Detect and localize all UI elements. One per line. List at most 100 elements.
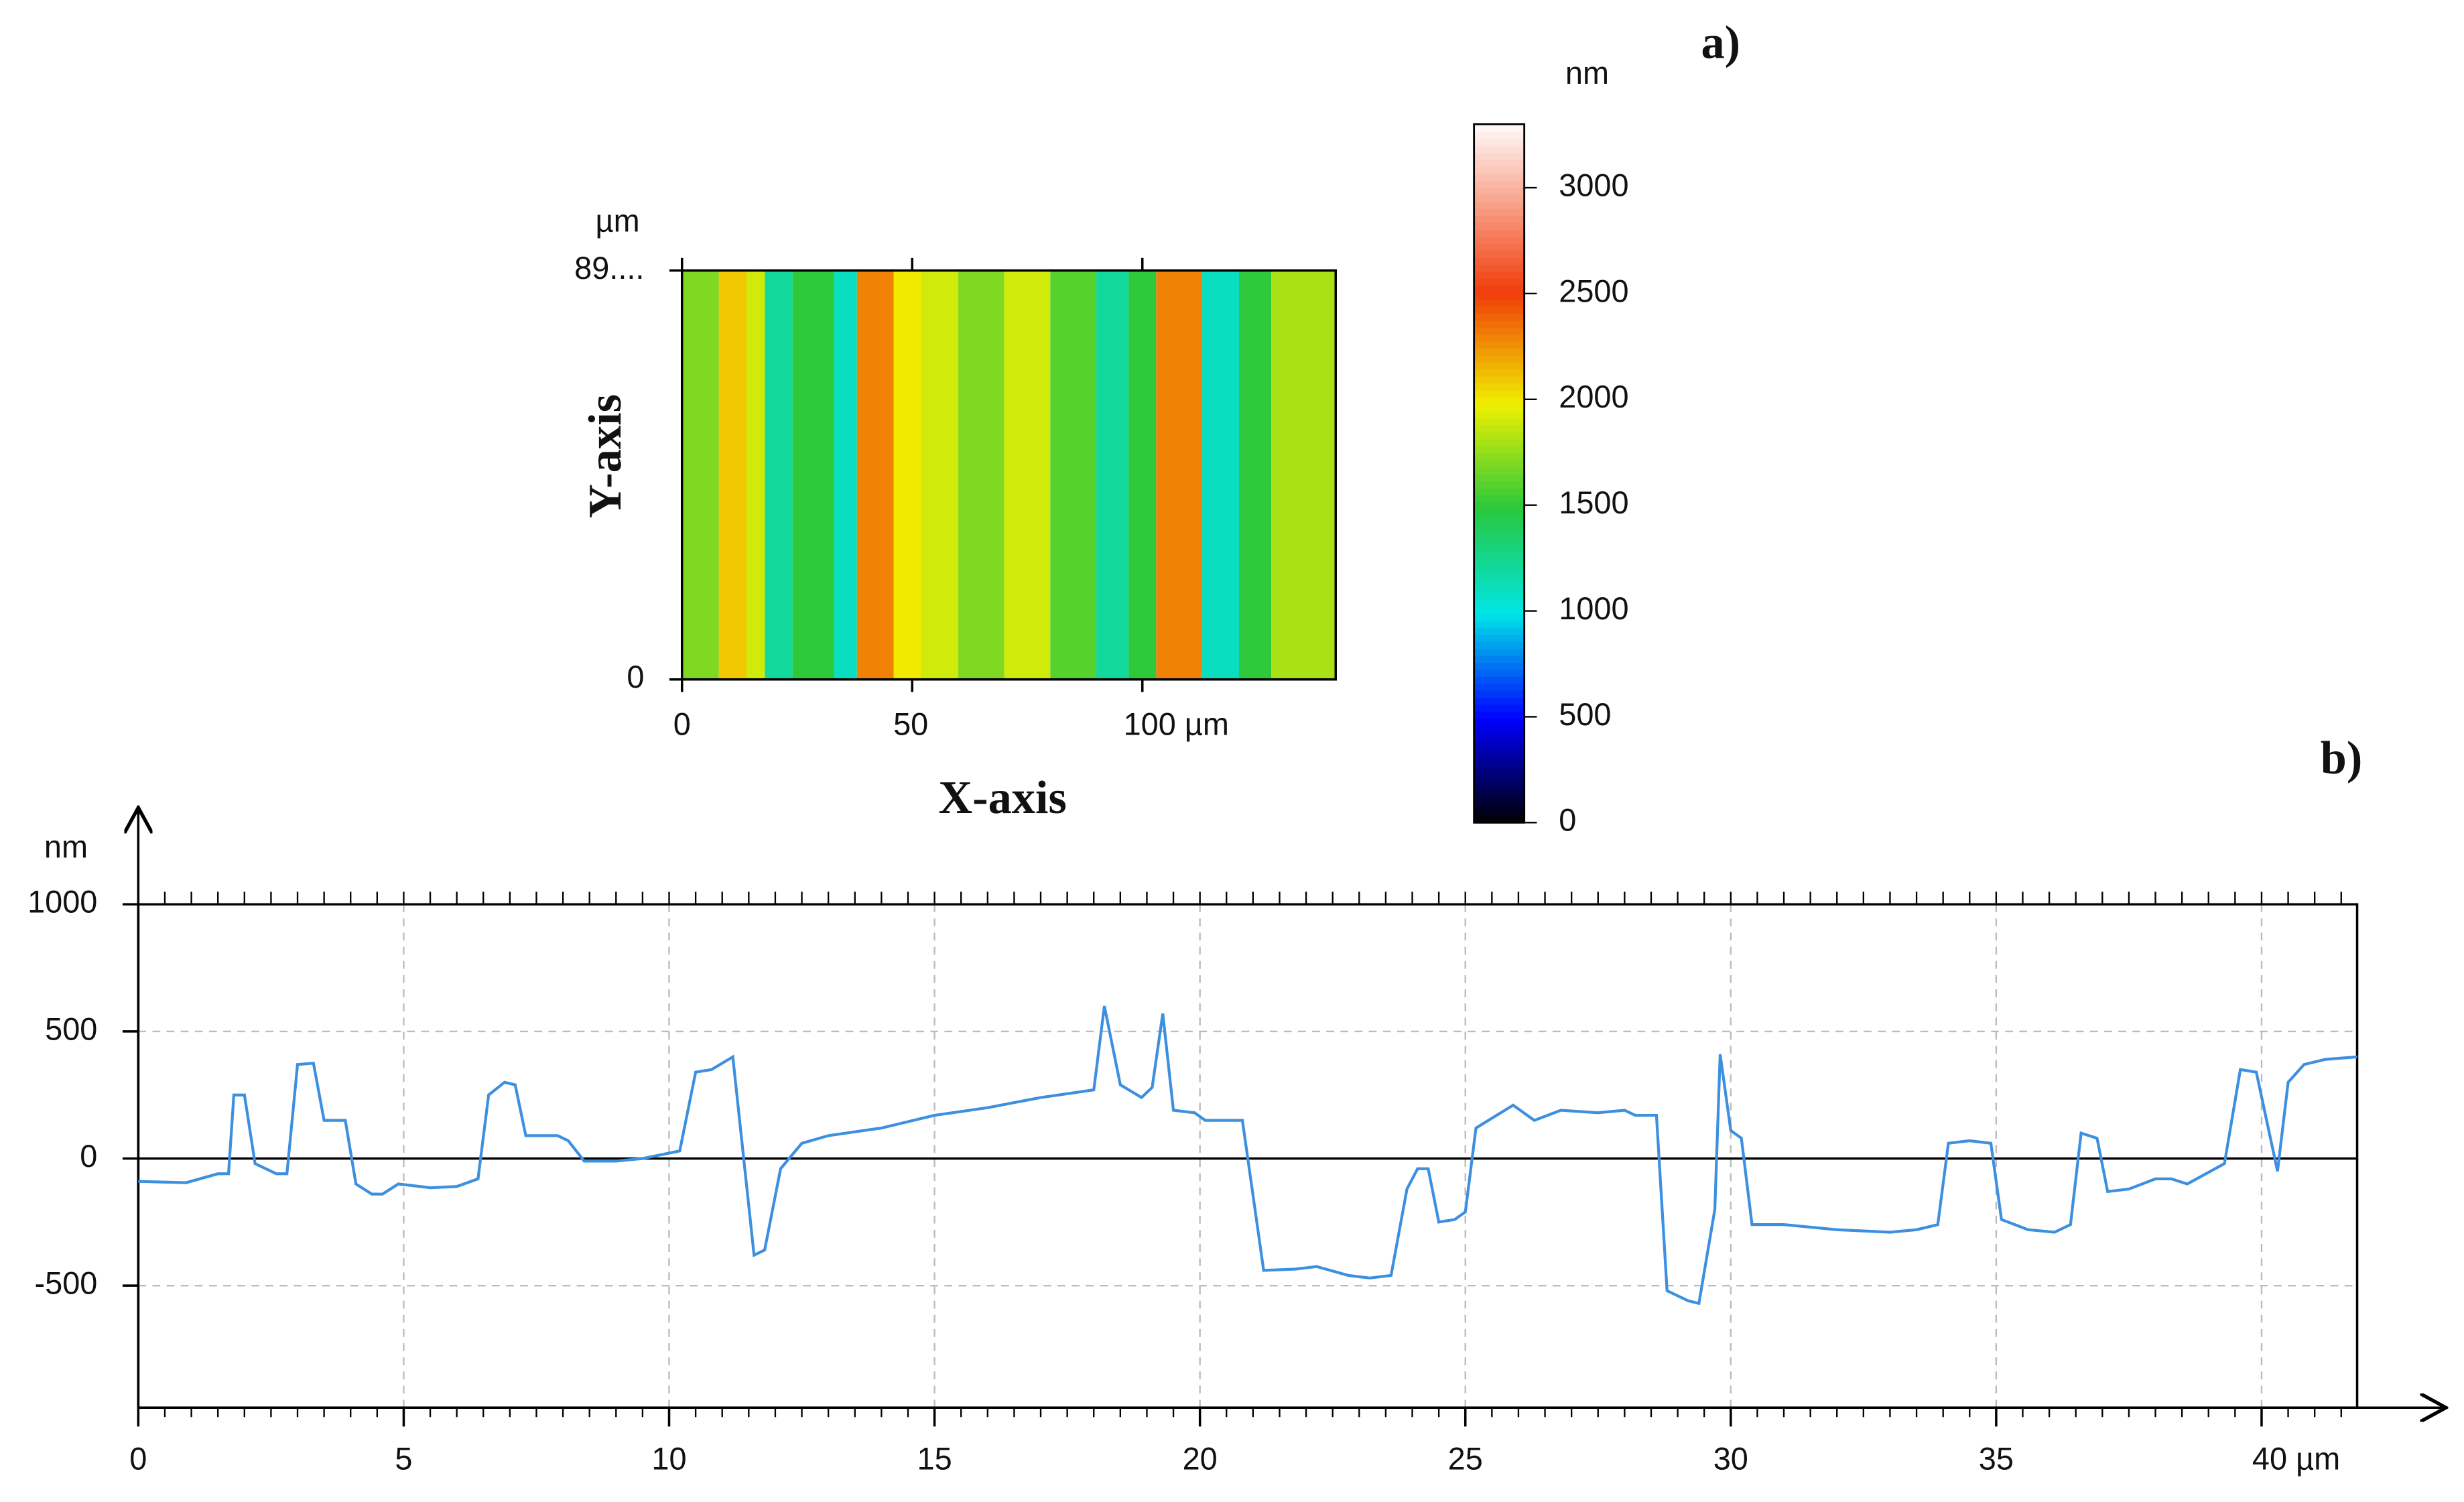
colorbar-band [1474,312,1525,321]
colorbar-band [1474,145,1525,153]
heat-cell [1128,270,1157,680]
colorbar-band [1474,766,1525,775]
colorbar-band [1474,159,1525,168]
x-tick-label: 0 [129,1441,147,1476]
colorbar-band [1474,320,1525,328]
y-unit: µm [596,204,640,239]
colorbar-band [1474,200,1525,209]
profile-line [138,1005,2357,1306]
colorbar-band [1474,194,1525,202]
colorbar-band [1474,508,1525,517]
colorbar-band [1474,578,1525,586]
colorbar-band [1474,515,1525,523]
marks: 0 50 100 µm089....050010001500200025003000… [27,123,2359,1476]
colorbar-band [1474,355,1525,363]
colorbar-band [1474,690,1525,698]
colorbar-tick-label: 1000 [1559,591,1628,626]
colorbar-band [1474,633,1525,642]
colorbar-band [1474,473,1525,482]
colorbar-band [1474,292,1525,300]
colorbar-band [1474,131,1525,139]
heat-cell [1271,270,1336,680]
colorbar-band [1474,759,1525,768]
y-tick-label: 1000 [27,885,97,920]
colorbar-band [1474,480,1525,489]
colorbar-band [1474,641,1525,649]
colorbar-band [1474,277,1525,286]
heat-cell [765,270,793,680]
colorbar-tick-label: 2000 [1559,379,1628,414]
colorbar-band [1474,396,1525,405]
colorbar-tick-label: 500 [1559,697,1611,732]
colorbar-band [1474,340,1525,349]
colorbar-band [1474,522,1525,531]
heat-cell [1202,270,1240,680]
heat-cell [1004,270,1051,680]
colorbar-band [1474,627,1525,635]
colorbar-band [1474,263,1525,272]
colorbar-band [1474,166,1525,174]
y-tick-label: 89.... [574,251,644,286]
colorbar-band [1474,347,1525,356]
colorbar-band [1474,333,1525,342]
colorbar-band [1474,249,1525,258]
heat-cell [958,270,1004,680]
colorbar-band [1474,599,1525,607]
heat-cell [921,270,958,680]
x-tick-label: 20 [1183,1441,1218,1476]
heat-cell [682,270,719,680]
heat-cell [834,270,857,680]
colorbar-band [1474,529,1525,538]
colorbar-band [1474,236,1525,244]
colorbar-band [1474,152,1525,160]
x-axis-label: X-axis [938,771,1066,824]
colorbar-band [1474,655,1525,664]
colorbar-band [1474,417,1525,426]
colorbar-band [1474,815,1525,824]
colorbar-band [1474,606,1525,615]
colorbar-band [1474,459,1525,468]
x-tick-label: 30 [1713,1441,1748,1476]
colorbar-band [1474,676,1525,684]
colorbar-band [1474,808,1525,817]
colorbar-band [1474,773,1525,782]
y-unit: nm [44,830,88,865]
colorbar-band [1474,802,1525,810]
colorbar-band [1474,285,1525,293]
colorbar-band [1474,647,1525,656]
colorbar-band [1474,361,1525,370]
colorbar-band [1474,369,1525,377]
plot-frame [680,269,1338,681]
colorbar-band [1474,403,1525,412]
colorbar-band [1474,222,1525,231]
heat-cell [718,270,747,680]
colorbar-band [1474,243,1525,251]
colorbar-band [1474,173,1525,182]
panel-label: b) [2321,732,2363,784]
colorbar-band [1474,438,1525,447]
colorbar-band [1474,187,1525,195]
y-tick-label: -500 [35,1266,98,1301]
heat-cell [1239,270,1272,680]
colorbar-band [1474,424,1525,433]
colorbar-band [1474,753,1525,761]
colorbar-band [1474,271,1525,279]
colorbar-band [1474,445,1525,454]
colorbar-band [1474,696,1525,705]
x-tick-label: 0 [673,707,691,742]
panel-label: a) [1701,17,1741,69]
colorbar-band [1474,466,1525,475]
colorbar-band [1474,214,1525,223]
colorbar-band [1474,571,1525,580]
colorbar-band [1474,682,1525,691]
y-tick-label: 500 [45,1011,97,1046]
colorbar-band [1474,431,1525,440]
colorbar-band [1474,780,1525,789]
colorbar-band [1474,138,1525,147]
colorbar-tick-label: 0 [1559,803,1576,838]
x-tick-label: 5 [395,1441,412,1476]
heat-cell [893,270,921,680]
colorbar-band [1474,725,1525,733]
colorbar-band [1474,745,1525,754]
